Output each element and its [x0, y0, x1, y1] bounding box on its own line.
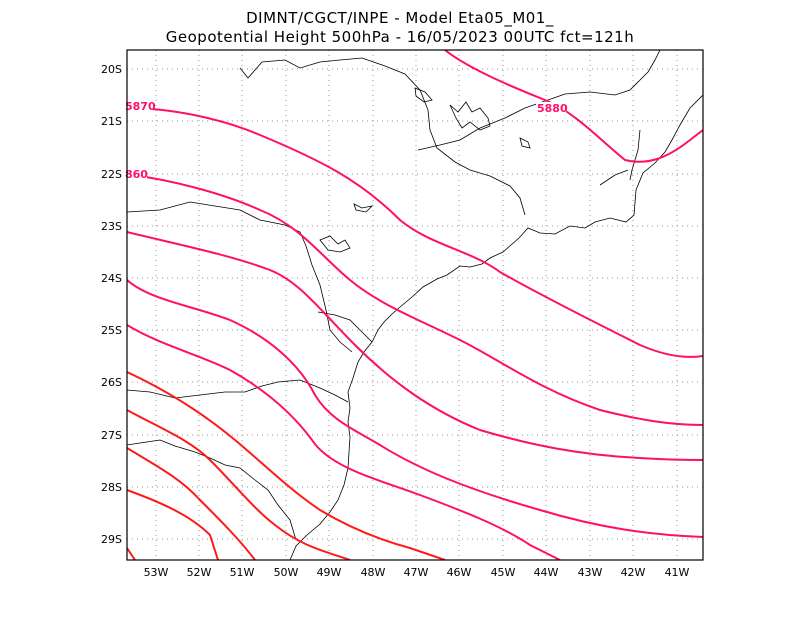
- latitude-axis: 20S 21S 22S 23S 24S 25S 26S 27S 28S 29S: [101, 63, 122, 546]
- lon-tick-46w: 46W: [447, 566, 472, 579]
- lake: [449, 101, 491, 131]
- state-border: [417, 50, 661, 151]
- lon-tick-45w: 45W: [491, 566, 516, 579]
- contour-5800: [127, 447, 256, 560]
- lon-tick-48w: 48W: [361, 566, 386, 579]
- lat-tick-24s: 24S: [101, 272, 122, 285]
- lon-tick-44w: 44W: [534, 566, 559, 579]
- state-border: [127, 201, 353, 353]
- state-border: [239, 57, 526, 216]
- coastline-and-borders: [127, 50, 703, 560]
- contour-5860: [127, 173, 703, 426]
- contour-5880: [444, 50, 703, 163]
- lake: [414, 87, 433, 103]
- contour-5820: [127, 371, 446, 560]
- lat-tick-26s: 26S: [101, 376, 122, 389]
- contour-label-5870: 5870: [125, 100, 156, 113]
- lon-tick-52w: 52W: [187, 566, 212, 579]
- contour-5840: [127, 279, 703, 538]
- contour-5790: [127, 489, 219, 560]
- contour-5810: [127, 409, 351, 560]
- contour-5850: [127, 231, 703, 461]
- lon-tick-43w: 43W: [578, 566, 603, 579]
- longitude-axis: 53W 52W 51W 50W 49W 48W 47W 46W 45W 44W …: [144, 566, 690, 579]
- plot-frame: [126, 49, 704, 561]
- contour-5830: [127, 324, 561, 560]
- lat-tick-25s: 25S: [101, 324, 122, 337]
- lake: [319, 235, 351, 253]
- lat-tick-22s: 22S: [101, 168, 122, 181]
- lon-tick-41w: 41W: [665, 566, 690, 579]
- lon-tick-49w: 49W: [317, 566, 342, 579]
- contour-5780: [127, 547, 136, 560]
- contour-5870: [127, 107, 703, 358]
- lat-tick-29s: 29S: [101, 533, 122, 546]
- map-title-line2: Geopotential Height 500hPa - 16/05/2023 …: [165, 28, 635, 46]
- lon-tick-53w: 53W: [144, 566, 169, 579]
- lon-tick-47w: 47W: [404, 566, 429, 579]
- state-border: [127, 379, 349, 403]
- state-border: [317, 311, 373, 343]
- coastline: [289, 94, 703, 560]
- state-border: [629, 129, 641, 181]
- map-title-line1: DIMNT/CGCT/INPE - Model Eta05_M01_: [246, 9, 554, 27]
- state-border: [599, 169, 629, 186]
- lon-tick-50w: 50W: [274, 566, 299, 579]
- contour-label-860: 860: [125, 168, 148, 181]
- lon-tick-42w: 42W: [621, 566, 646, 579]
- lake: [519, 137, 531, 149]
- lat-tick-21s: 21S: [101, 115, 122, 128]
- lake: [353, 203, 374, 213]
- lat-tick-20s: 20S: [101, 63, 122, 76]
- river-uruguay: [127, 439, 297, 541]
- lat-lon-grid: [127, 50, 703, 560]
- lat-tick-27s: 27S: [101, 429, 122, 442]
- lat-tick-23s: 23S: [101, 220, 122, 233]
- lon-tick-51w: 51W: [230, 566, 255, 579]
- geopotential-contours: [127, 50, 703, 560]
- contour-label-5880: 5880: [537, 102, 568, 115]
- lat-tick-28s: 28S: [101, 481, 122, 494]
